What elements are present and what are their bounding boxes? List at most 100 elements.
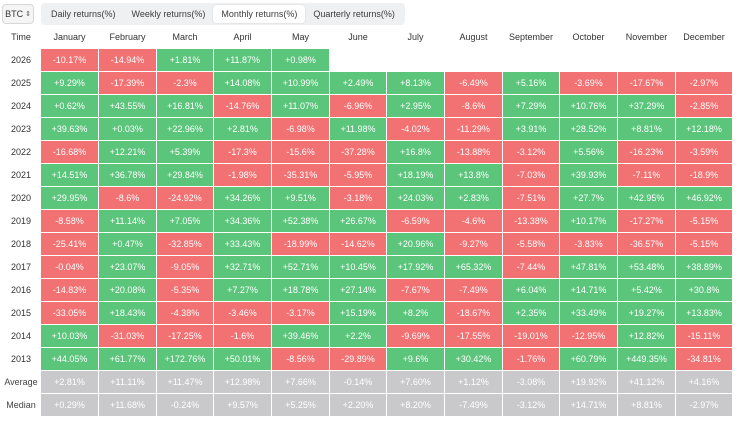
return-cell: +38.89% [676,256,732,278]
return-cell: -17.55% [445,325,502,347]
return-cell: +24.03% [387,187,444,209]
month-header-november: November [625,32,668,42]
return-cell: +2.95% [387,95,444,117]
return-cell: +19.27% [618,302,675,324]
return-cell: +15.19% [330,302,386,324]
return-cell: +11.11% [99,371,156,393]
month-header-january: January [53,32,86,42]
return-cell: +7.60% [387,371,444,393]
return-cell: -2.97% [676,72,732,94]
year-label: 2015 [2,302,40,324]
summary-label: Average [2,371,40,393]
return-cell: +7.05% [157,210,213,232]
return-cell: +8.20% [387,394,444,416]
year-label: 2022 [2,141,40,163]
table-row: 2015 -33.05% +18.43% -4.38% -3.46% -3.17% +15.… [2,302,732,324]
return-cell: +10.03% [41,325,98,347]
return-cell: -5.35% [157,279,213,301]
month-header-february: February [109,32,146,42]
return-cell: +9.29% [41,72,98,94]
return-cell: -8.58% [41,210,98,232]
month-header-october: October [572,32,605,42]
return-cell: +1.12% [445,371,502,393]
return-cell [618,49,675,71]
return-cell: -13.38% [503,210,559,232]
return-cell [330,49,386,71]
summary-row: Average +2.81% +11.11% +11.47% +12.98% +7.66%… [2,371,732,393]
return-cell: -3.59% [676,141,732,163]
return-cell: +9.57% [214,394,271,416]
return-cell: -3.12% [503,141,559,163]
return-cell: -3.18% [330,187,386,209]
return-cell: -17.27% [618,210,675,232]
return-cell: -1.76% [503,348,559,370]
return-cell: +0.29% [41,394,98,416]
monthly-returns-table: Time January February March April May June Jul… [1,25,733,417]
return-cell: +20.96% [387,233,444,255]
tab-quarterly-returns[interactable]: Quarterly returns(%) [313,9,395,19]
month-header-april: April [233,32,252,42]
return-cell: -16.23% [618,141,675,163]
year-label: 2026 [2,49,40,71]
asset-select-value: BTC [5,9,24,19]
return-cell: -2.97% [676,394,732,416]
return-cell: +29.84% [157,164,213,186]
return-cell: +43.55% [99,95,156,117]
return-cell: +53.48% [618,256,675,278]
return-cell: -3.08% [503,371,559,393]
return-cell: +18.19% [387,164,444,186]
month-header-july: July [407,32,424,42]
return-cell: -7.51% [503,187,559,209]
year-label: 2024 [2,95,40,117]
asset-select[interactable]: BTC ⇕ [2,4,34,24]
return-cell: +39.93% [560,164,617,186]
return-cell: -14.62% [330,233,386,255]
return-cell: +16.8% [387,141,444,163]
table-row: 2024 +0.62% +43.55% +16.81% -14.76% +11.07% -6… [2,95,732,117]
return-cell: -17.39% [99,72,156,94]
return-cell: -14.76% [214,95,271,117]
return-cell: -7.44% [503,256,559,278]
year-label: 2017 [2,256,40,278]
return-cell: -14.94% [99,49,156,71]
return-cell: +14.71% [560,394,617,416]
return-cell: -6.59% [387,210,444,232]
table-row: 2020 +29.95% -8.6% -24.92% +34.26% +9.51% -3.1… [2,187,732,209]
return-cell: -5.15% [676,233,732,255]
return-cell: -7.03% [503,164,559,186]
return-cell: +10.17% [560,210,617,232]
return-cell: +2.49% [330,72,386,94]
tab-monthly-returns[interactable]: Monthly returns(%) [213,5,306,23]
return-cell: +8.13% [387,72,444,94]
return-cell: +2.20% [330,394,386,416]
table-row: 2026 -10.17% -14.94% +1.81% +11.87% +0.98% [2,49,732,71]
return-cell: +6.04% [503,279,559,301]
return-cell: +0.47% [99,233,156,255]
return-cell: +44.05% [41,348,98,370]
return-cell: -3.46% [214,302,271,324]
tab-daily-returns[interactable]: Daily returns(%) [51,9,116,19]
return-cell: -18.99% [272,233,329,255]
return-cell: -4.6% [445,210,502,232]
return-cell: -4.02% [387,118,444,140]
table-row: 2025 +9.29% -17.39% -2.3% +14.08% +10.99% +2.4… [2,72,732,94]
return-cell: +50.01% [214,348,271,370]
return-cell: -9.05% [157,256,213,278]
chevron-up-down-icon: ⇕ [25,10,31,18]
return-cell: +23.07% [99,256,156,278]
return-cell: +10.99% [272,72,329,94]
return-cell: +46.92% [676,187,732,209]
tab-weekly-returns[interactable]: Weekly returns(%) [131,9,206,19]
return-cell [503,49,559,71]
return-cell: +47.81% [560,256,617,278]
toolbar: BTC ⇕ Daily returns(%) Weekly returns(%)… [2,3,405,25]
return-cell: +2.81% [214,118,271,140]
return-cell: +37.29% [618,95,675,117]
return-cell: +10.76% [560,95,617,117]
return-cell: +11.98% [330,118,386,140]
return-cell: +449.35% [618,348,675,370]
return-cell: +0.62% [41,95,98,117]
return-cell: -0.04% [41,256,98,278]
return-cell: +28.52% [560,118,617,140]
return-cell: +0.03% [99,118,156,140]
